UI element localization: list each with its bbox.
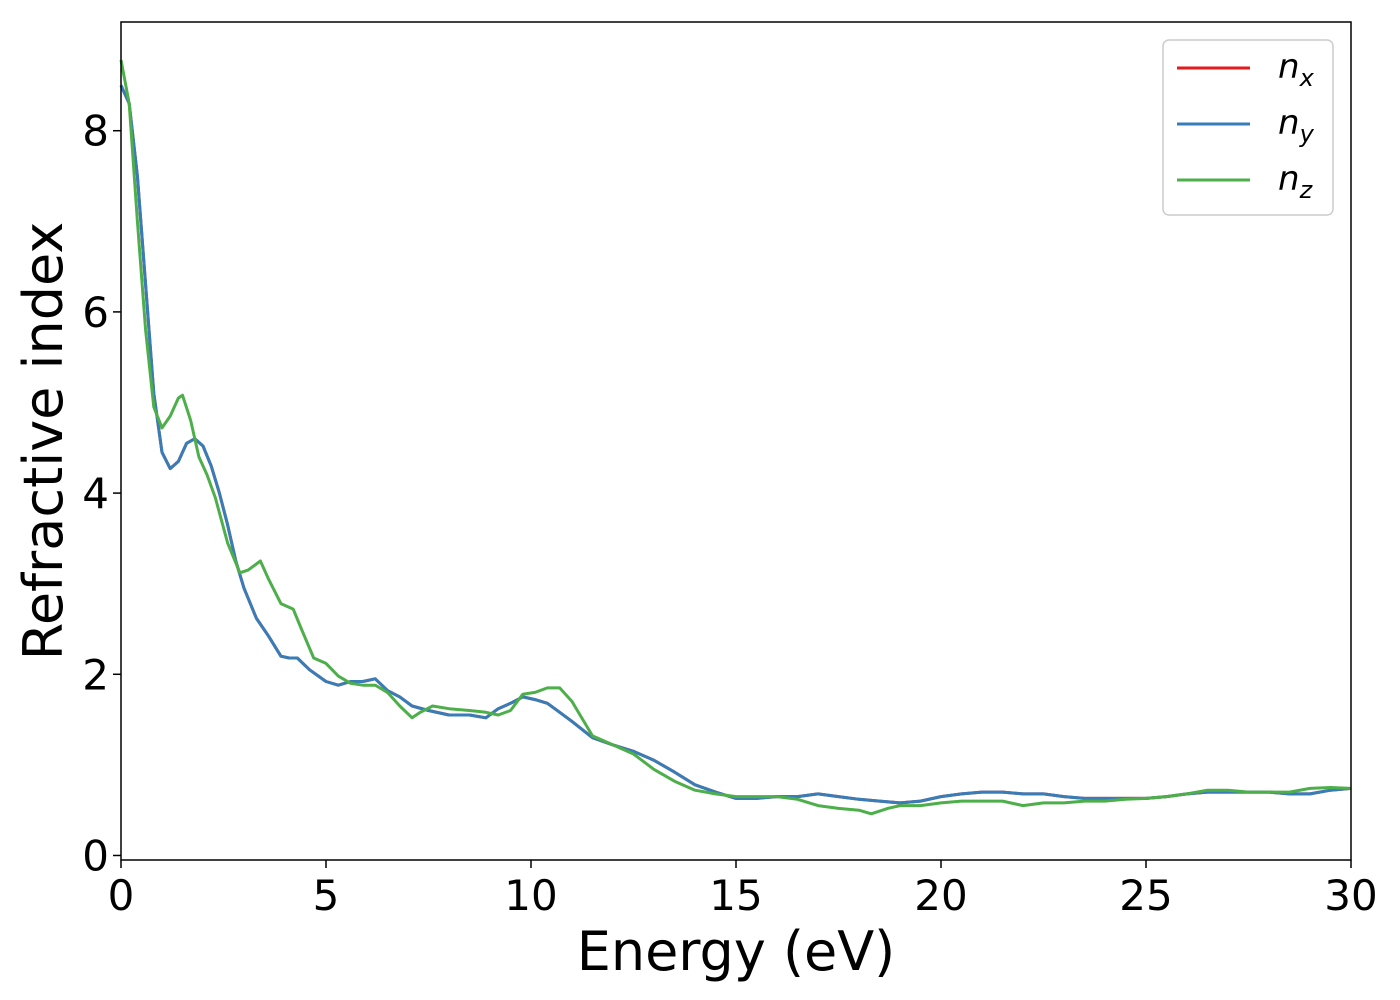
x-axis: 0 5 10 15 20 25 30 <box>108 860 1378 920</box>
y-tick-label: 2 <box>82 650 109 699</box>
y-axis-label: Refractive index <box>12 222 75 661</box>
series-layer <box>119 59 1352 816</box>
x-axis-label: Energy (eV) <box>577 920 896 983</box>
x-tick-label: 25 <box>1119 871 1172 920</box>
y-tick-label: 4 <box>82 469 109 518</box>
y-axis: 0 2 4 6 8 <box>82 107 121 880</box>
series-line-ny <box>119 84 1352 805</box>
legend-label-ny: ny <box>1278 103 1315 148</box>
y-tick-label: 0 <box>82 831 109 880</box>
x-tick-label: 0 <box>108 871 135 920</box>
legend-label-nx: nx <box>1278 47 1315 92</box>
y-tick-label: 8 <box>82 107 109 156</box>
legend-box <box>1162 39 1334 216</box>
y-tick-label: 6 <box>82 288 109 337</box>
x-tick-label: 15 <box>709 871 762 920</box>
x-tick-label: 30 <box>1324 871 1377 920</box>
x-tick-label: 10 <box>504 871 557 920</box>
x-tick-label: 20 <box>914 871 967 920</box>
x-tick-label: 5 <box>313 871 340 920</box>
series-line-nz <box>119 59 1352 816</box>
